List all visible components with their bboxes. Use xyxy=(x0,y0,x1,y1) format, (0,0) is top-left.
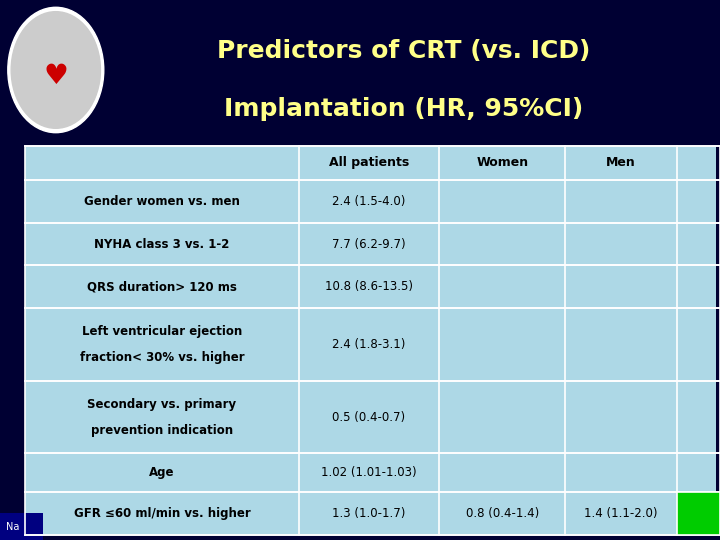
Bar xyxy=(0,513,43,540)
Text: prevention indication: prevention indication xyxy=(91,424,233,437)
Text: 7.7 (6.2-9.7): 7.7 (6.2-9.7) xyxy=(332,238,406,251)
Text: Women: Women xyxy=(476,157,528,170)
Text: 2.4 (1.8-3.1): 2.4 (1.8-3.1) xyxy=(333,338,405,351)
Text: Na: Na xyxy=(6,522,19,531)
Text: Secondary vs. primary: Secondary vs. primary xyxy=(87,397,237,410)
Text: Men: Men xyxy=(606,157,636,170)
Circle shape xyxy=(8,8,104,133)
Text: Implantation (HR, 95%CI): Implantation (HR, 95%CI) xyxy=(224,97,582,122)
Text: All patients: All patients xyxy=(329,157,409,170)
Text: 2.4 (1.5-4.0): 2.4 (1.5-4.0) xyxy=(333,195,405,208)
Text: 1.02 (1.01-1.03): 1.02 (1.01-1.03) xyxy=(321,466,417,479)
Text: fraction< 30% vs. higher: fraction< 30% vs. higher xyxy=(80,351,244,364)
Text: 0.8 (0.4-1.4): 0.8 (0.4-1.4) xyxy=(466,507,539,519)
Text: Gender women vs. men: Gender women vs. men xyxy=(84,195,240,208)
Circle shape xyxy=(11,12,101,129)
Text: Age: Age xyxy=(149,466,175,479)
Text: QRS duration> 120 ms: QRS duration> 120 ms xyxy=(87,280,237,293)
Text: 10.8 (8.6-13.5): 10.8 (8.6-13.5) xyxy=(325,280,413,293)
Text: GFR ≤60 ml/min vs. higher: GFR ≤60 ml/min vs. higher xyxy=(73,507,251,519)
Text: ♥: ♥ xyxy=(43,62,68,90)
Text: NYHA class 3 vs. 1-2: NYHA class 3 vs. 1-2 xyxy=(94,238,230,251)
Text: 1.4 (1.1-2.0): 1.4 (1.1-2.0) xyxy=(584,507,658,519)
Bar xyxy=(677,492,720,535)
Text: 1.3 (1.0-1.7): 1.3 (1.0-1.7) xyxy=(333,507,405,519)
Text: 0.5 (0.4-0.7): 0.5 (0.4-0.7) xyxy=(333,410,405,423)
Bar xyxy=(25,146,716,535)
Text: Left ventricular ejection: Left ventricular ejection xyxy=(82,325,242,338)
Text: Predictors of CRT (vs. ICD): Predictors of CRT (vs. ICD) xyxy=(217,39,590,63)
